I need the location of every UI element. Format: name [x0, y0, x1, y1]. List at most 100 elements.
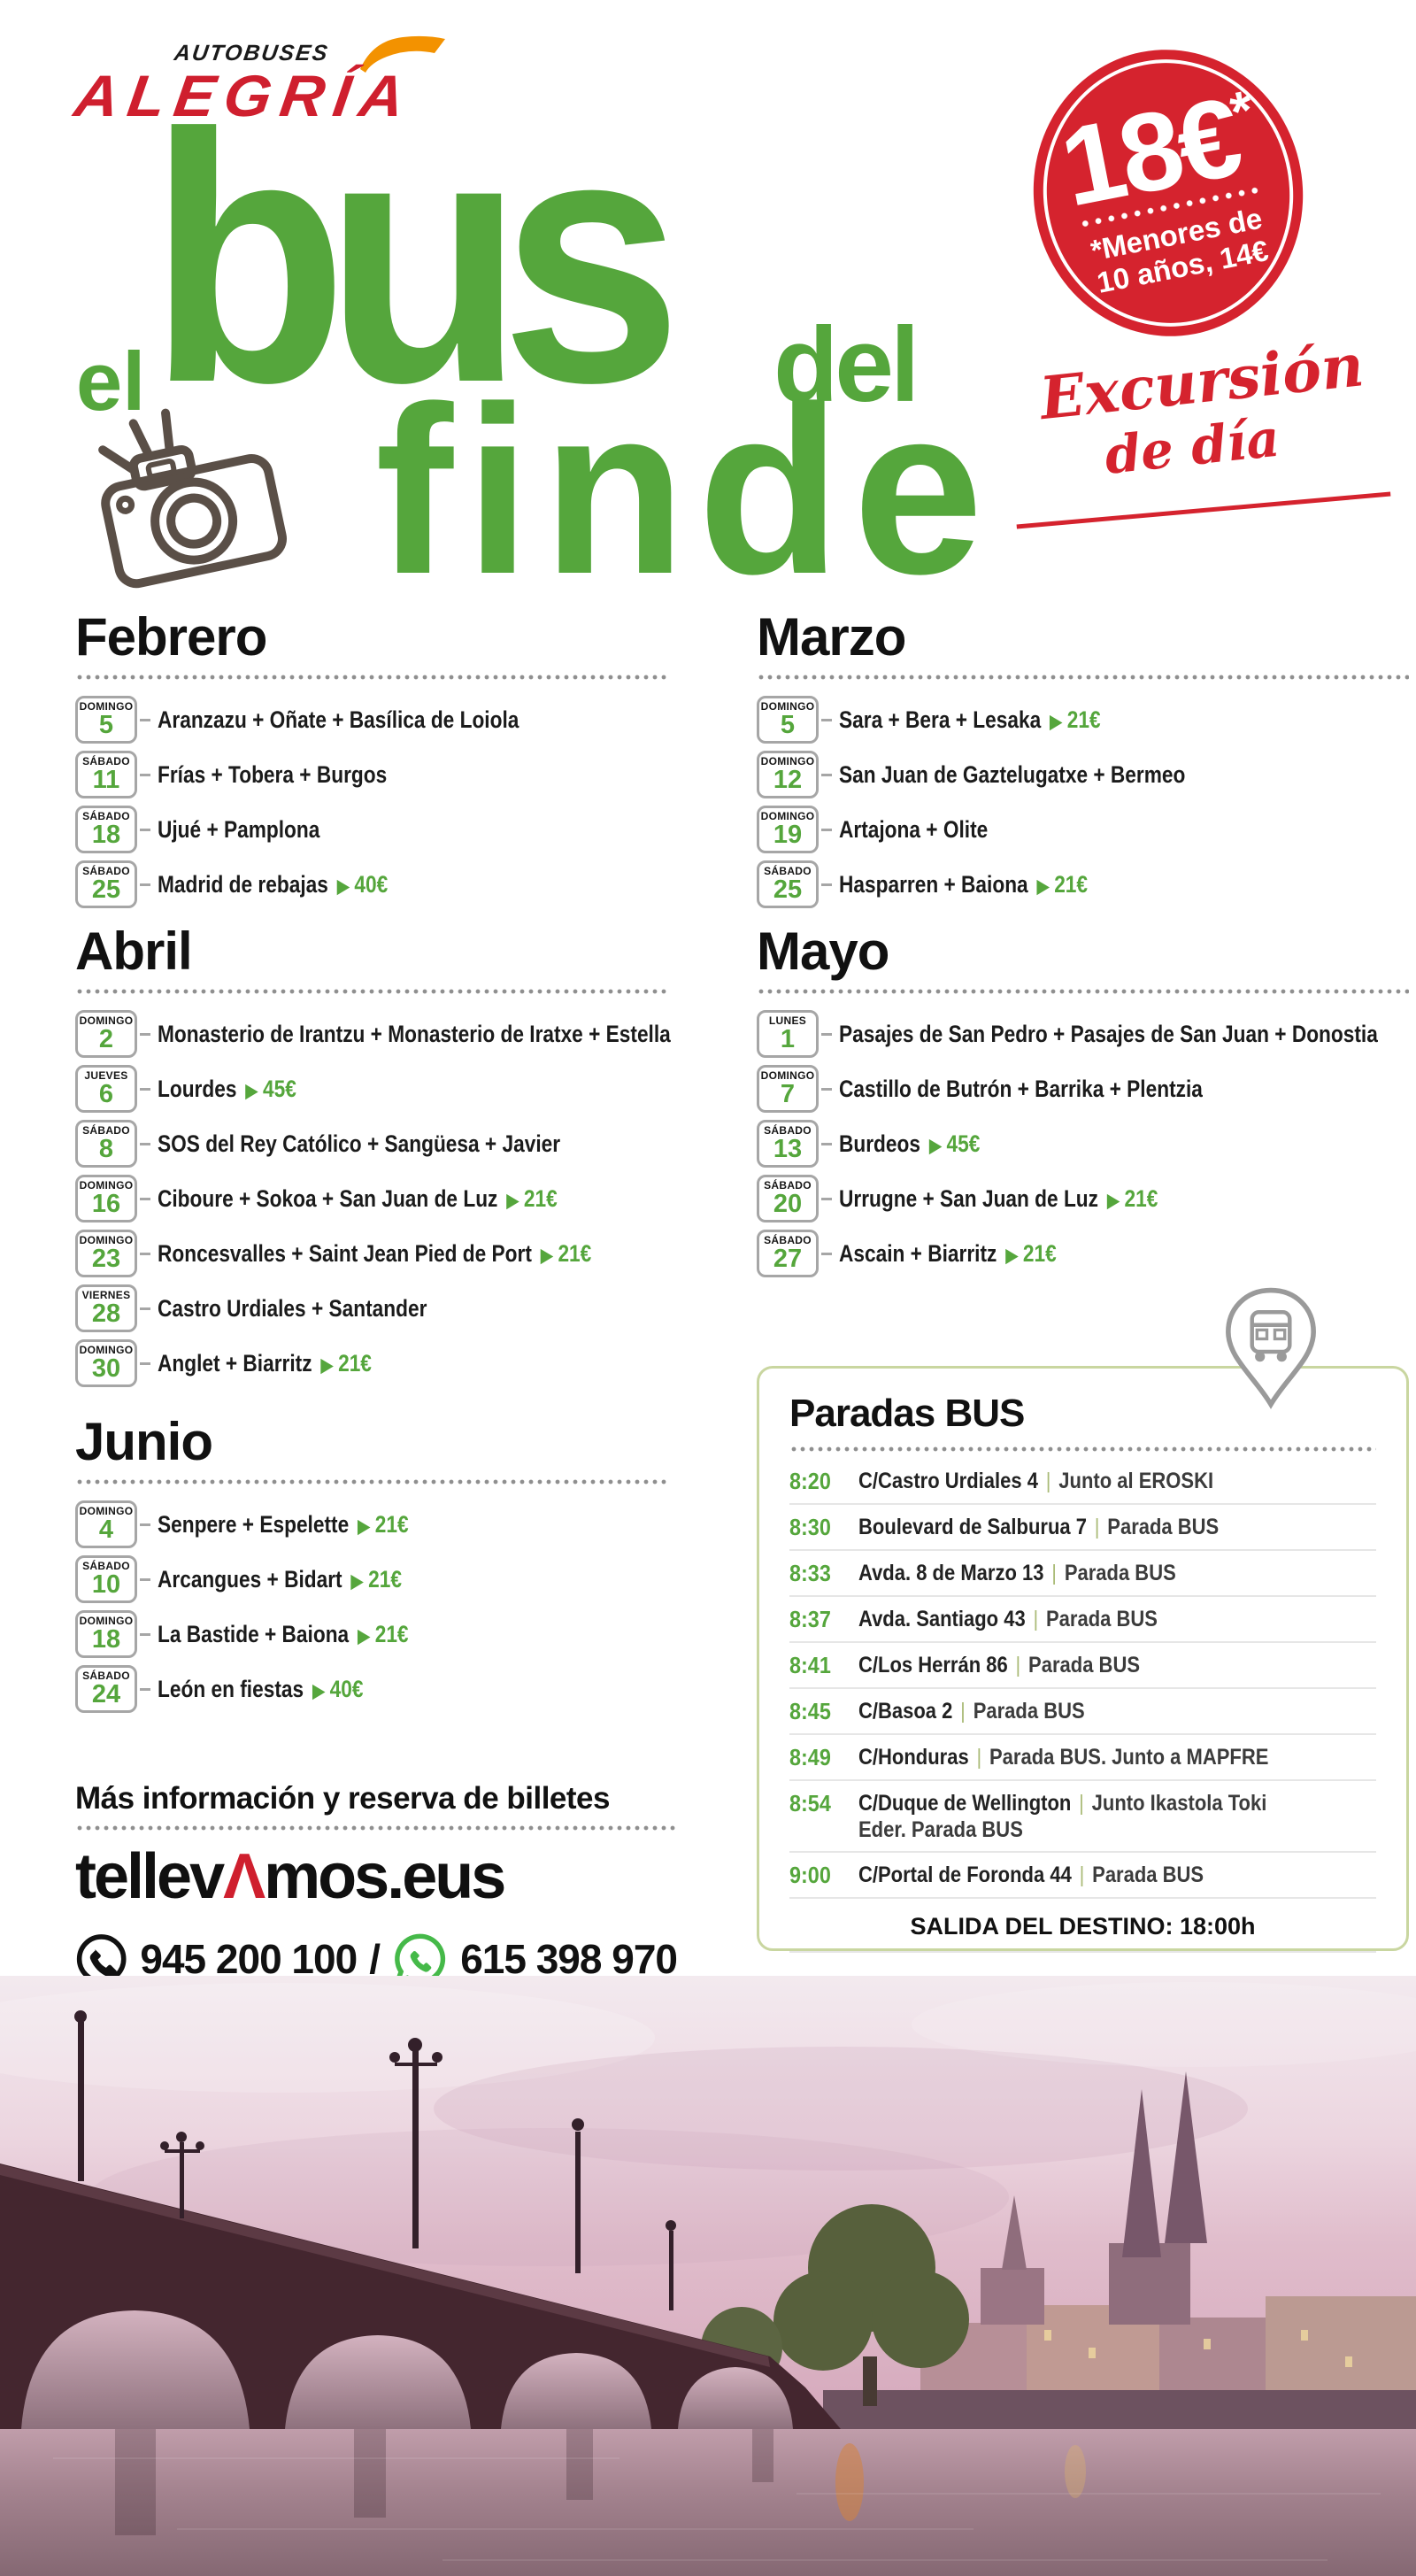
- date-box: SÁBADO 8: [75, 1120, 137, 1168]
- price-label: 21€: [558, 1239, 592, 1267]
- excursion-text: León en fiestas ▶ 40€: [158, 1676, 363, 1703]
- connector-dash: [821, 1252, 832, 1255]
- day-number: 16: [91, 1190, 121, 1218]
- connector-dash: [140, 1142, 150, 1145]
- stop-time: 8:20: [789, 1468, 831, 1494]
- price-badge: 18€* *Menores de 10 años, 14€: [1014, 32, 1322, 354]
- connector-dash: [140, 883, 150, 886]
- month-mayo: Mayo LUNES 1 Pasajes de San Pedro + Pasajes…: [757, 925, 1409, 1277]
- bridge-photo: [0, 1976, 1416, 2576]
- date-box: SÁBADO 25: [75, 860, 137, 908]
- day-label: DOMINGO: [760, 700, 815, 713]
- month-title: Junio: [75, 1412, 213, 1471]
- price-arrow-icon: ▶: [1050, 711, 1062, 732]
- connector-dash: [140, 1632, 150, 1636]
- date-box: DOMINGO 5: [75, 696, 137, 744]
- connector-dash: [821, 1087, 832, 1091]
- bus-stop-row: 8:37 Avda. Santiago 43 | Parada BUS: [789, 1597, 1376, 1643]
- month-title: Febrero: [75, 607, 267, 667]
- excursion-row: JUEVES 6 Lourdes ▶ 45€: [75, 1065, 670, 1113]
- stop-detail: Parada BUS: [1046, 1607, 1158, 1631]
- connector-dash: [140, 773, 150, 776]
- day-label: SÁBADO: [764, 1234, 812, 1246]
- stop-time: 8:45: [789, 1698, 831, 1724]
- connector-dash: [821, 828, 832, 831]
- stop-separator-icon: |: [1033, 1607, 1039, 1631]
- stop-place: Avda. 8 de Marzo 13: [858, 1561, 1044, 1585]
- stop-detail: Junto al EROSKI: [1058, 1469, 1214, 1493]
- excursion-text: Frías + Tobera + Burgos: [158, 761, 387, 789]
- destination-label: Castro Urdiales + Santander: [158, 1294, 427, 1322]
- left-column: Febrero DOMINGO 5 Aranzazu + Oñate + Basíli…: [75, 611, 671, 1720]
- excursion-text: Hasparren + Baiona ▶ 21€: [839, 871, 1088, 899]
- price-badge-circle: 18€* *Menores de 10 años, 14€: [1014, 32, 1322, 354]
- stop-time: 9:00: [789, 1862, 831, 1888]
- destination-label: Ascain + Biarritz: [839, 1239, 997, 1267]
- price-label: 21€: [368, 1565, 402, 1593]
- excursion-row: SÁBADO 10 Arcangues + Bidart ▶ 21€: [75, 1555, 670, 1603]
- tagline: Excursión de día: [1036, 330, 1373, 488]
- dotted-divider: [757, 989, 1409, 994]
- month-marzo: Marzo DOMINGO 5 Sara + Bera + Lesaka ▶ 21€ DOM…: [757, 611, 1409, 908]
- date-box: SÁBADO 24: [75, 1665, 137, 1713]
- stop-place: C/Portal de Foronda 44: [858, 1863, 1072, 1887]
- stop-detail: Parada BUS: [1107, 1515, 1220, 1539]
- excursion-row: DOMINGO 12 San Juan de Gaztelugatxe + Berm…: [757, 751, 1409, 798]
- day-number: 12: [773, 766, 803, 794]
- month-febrero: Febrero DOMINGO 5 Aranzazu + Oñate + Basíli…: [75, 611, 670, 908]
- date-box: DOMINGO 23: [75, 1230, 137, 1277]
- stop-text: C/Los Herrán 86 | Parada BUS: [858, 1652, 1314, 1678]
- excursion-text: Madrid de rebajas ▶ 40€: [158, 871, 388, 899]
- dotted-divider: [75, 989, 670, 994]
- destination-label: Castillo de Butrón + Barrika + Plentzia: [839, 1075, 1203, 1102]
- price-arrow-icon: ▶: [1005, 1245, 1019, 1266]
- price-arrow-icon: ▶: [320, 1354, 334, 1376]
- excursion-row: SÁBADO 27 Ascain + Biarritz ▶ 21€: [757, 1230, 1409, 1277]
- stop-place: Avda. Santiago 43: [858, 1607, 1026, 1631]
- destination-label: Ciboure + Sokoa + San Juan de Luz: [158, 1184, 498, 1212]
- stop-separator-icon: |: [1051, 1561, 1058, 1585]
- day-label: DOMINGO: [79, 1234, 134, 1246]
- price-arrow-icon: ▶: [336, 875, 350, 897]
- tagline-underline: [1016, 491, 1391, 529]
- date-box: SÁBADO 27: [757, 1230, 819, 1277]
- excursion-text: Urrugne + San Juan de Luz ▶ 21€: [839, 1185, 1158, 1213]
- excursion-text: Aranzazu + Oñate + Basílica de Loiola: [158, 706, 519, 734]
- destination-label: Senpere + Espelette: [158, 1510, 350, 1538]
- day-label: DOMINGO: [760, 755, 815, 767]
- price-arrow-icon: ▶: [312, 1680, 325, 1701]
- date-box: SÁBADO 10: [75, 1555, 137, 1603]
- month-title: Marzo: [757, 607, 906, 667]
- stop-separator-icon: |: [960, 1699, 966, 1724]
- connector-dash: [821, 1142, 832, 1145]
- excursion-row: LUNES 1 Pasajes de San Pedro + Pasajes de …: [757, 1010, 1409, 1058]
- day-number: 2: [98, 1025, 114, 1053]
- day-number: 1: [780, 1025, 796, 1053]
- stop-place: C/Basoa 2: [858, 1699, 953, 1724]
- connector-dash: [140, 718, 150, 721]
- day-number: 13: [773, 1135, 803, 1163]
- stop-place: Boulevard de Salburua 7: [858, 1515, 1087, 1539]
- bus-stops-list: 8:20 C/Castro Urdiales 4 | Junto al EROSKI 8…: [789, 1459, 1376, 1899]
- day-label: DOMINGO: [79, 1014, 134, 1027]
- destination-label: San Juan de Gaztelugatxe + Bermeo: [839, 760, 1186, 788]
- excursion-row: DOMINGO 23 Roncesvalles + Saint Jean Pied …: [75, 1230, 670, 1277]
- bus-pin-icon: [1226, 1287, 1316, 1409]
- day-label: SÁBADO: [82, 755, 130, 767]
- connector-dash: [140, 1032, 150, 1036]
- excursion-text: SOS del Rey Católico + Sangüesa + Javier: [158, 1130, 560, 1158]
- destination-label: Aranzazu + Oñate + Basílica de Loiola: [158, 706, 519, 733]
- date-box: JUEVES 6: [75, 1065, 137, 1113]
- day-label: DOMINGO: [79, 700, 134, 713]
- bus-stop-row: 8:41 C/Los Herrán 86 | Parada BUS: [789, 1643, 1376, 1689]
- bus-stop-row: 8:33 Avda. 8 de Marzo 13 | Parada BUS: [789, 1551, 1376, 1597]
- day-label: LUNES: [768, 1014, 807, 1027]
- day-label: JUEVES: [84, 1069, 128, 1082]
- stop-time: 8:33: [789, 1560, 831, 1586]
- excursion-text: Pasajes de San Pedro + Pasajes de San Ju…: [839, 1021, 1378, 1048]
- stop-place: C/Castro Urdiales 4: [858, 1469, 1038, 1493]
- excursion-text: Ciboure + Sokoa + San Juan de Luz ▶ 21€: [158, 1185, 558, 1213]
- price-arrow-icon: ▶: [358, 1625, 370, 1647]
- stop-text: Avda. Santiago 43 | Parada BUS: [858, 1606, 1314, 1632]
